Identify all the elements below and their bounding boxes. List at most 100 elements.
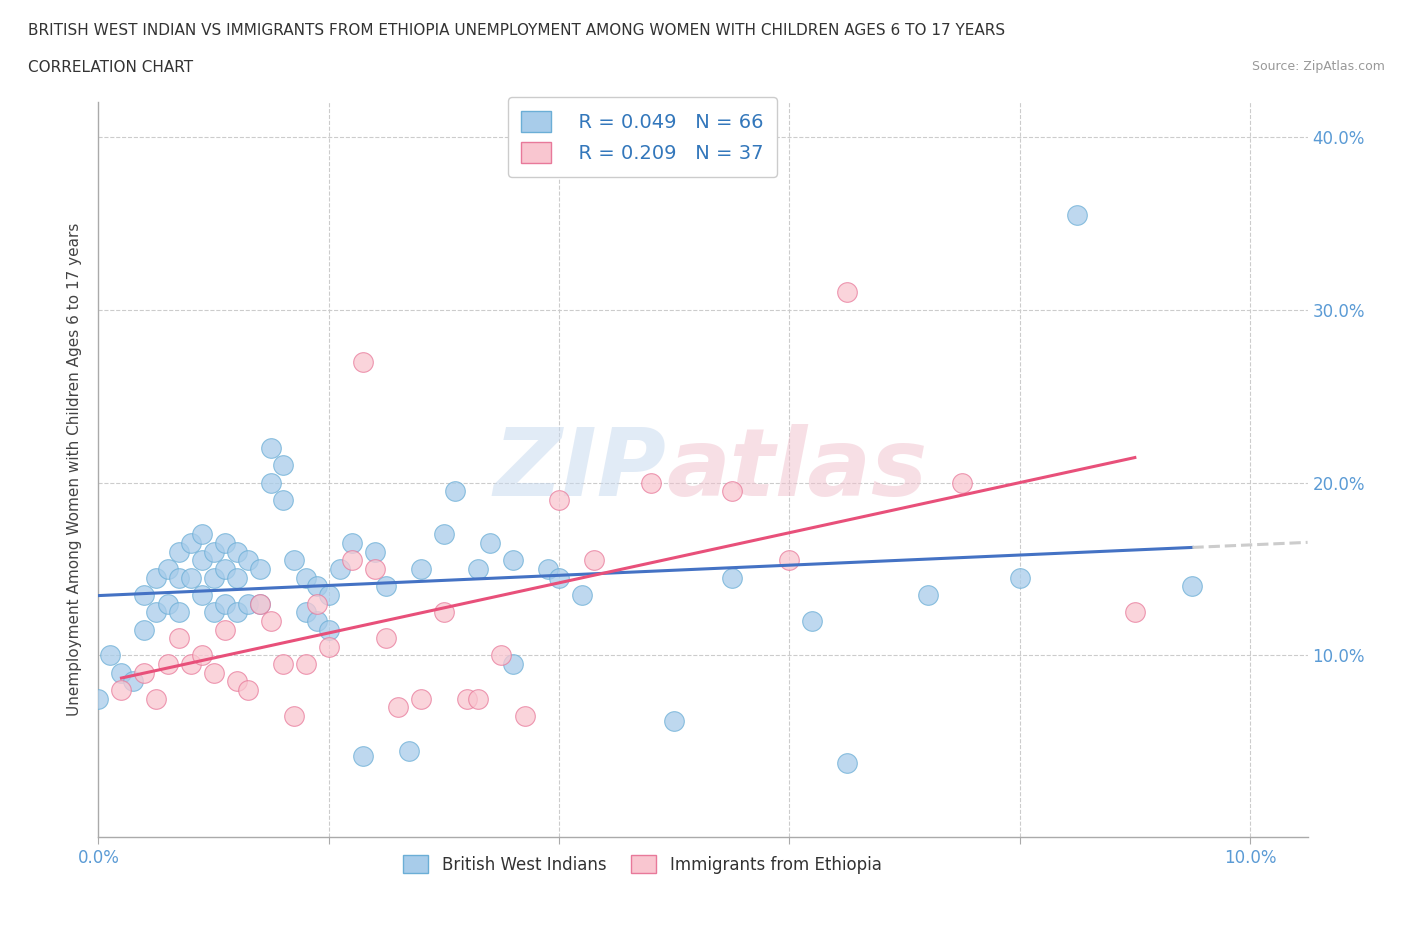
Point <box>778 553 800 568</box>
Point <box>202 570 225 585</box>
Point <box>225 604 247 619</box>
Point <box>260 475 283 490</box>
Point <box>433 604 456 619</box>
Point <box>307 578 329 593</box>
Point <box>835 755 858 770</box>
Point <box>214 536 236 551</box>
Point <box>214 622 236 637</box>
Point <box>352 749 374 764</box>
Point <box>502 657 524 671</box>
Text: ZIP: ZIP <box>494 424 666 515</box>
Point <box>1008 570 1031 585</box>
Point <box>134 665 156 680</box>
Point <box>271 657 294 671</box>
Point <box>307 614 329 629</box>
Point <box>225 674 247 689</box>
Point <box>167 604 190 619</box>
Point <box>329 562 352 577</box>
Text: BRITISH WEST INDIAN VS IMMIGRANTS FROM ETHIOPIA UNEMPLOYMENT AMONG WOMEN WITH CH: BRITISH WEST INDIAN VS IMMIGRANTS FROM E… <box>28 23 1005 38</box>
Point <box>318 622 340 637</box>
Point <box>664 713 686 728</box>
Point <box>375 631 398 645</box>
Point <box>548 493 571 508</box>
Point <box>375 578 398 593</box>
Point <box>318 588 340 603</box>
Point <box>467 691 489 706</box>
Point <box>835 285 858 299</box>
Point <box>352 354 374 369</box>
Point <box>156 596 179 611</box>
Point <box>134 588 156 603</box>
Point <box>180 570 202 585</box>
Point <box>260 614 283 629</box>
Point <box>582 553 605 568</box>
Point <box>110 665 132 680</box>
Point <box>364 544 387 559</box>
Point <box>720 484 742 498</box>
Point <box>640 475 662 490</box>
Point <box>467 562 489 577</box>
Point <box>156 562 179 577</box>
Point <box>409 562 432 577</box>
Point <box>720 570 742 585</box>
Point <box>1066 207 1088 222</box>
Point <box>433 527 456 542</box>
Point <box>444 484 467 498</box>
Point <box>387 700 409 715</box>
Point <box>271 458 294 472</box>
Point <box>122 674 145 689</box>
Point <box>134 622 156 637</box>
Point <box>202 665 225 680</box>
Point <box>180 657 202 671</box>
Legend: British West Indians, Immigrants from Ethiopia: British West Indians, Immigrants from Et… <box>394 845 891 883</box>
Text: atlas: atlas <box>666 424 928 515</box>
Point <box>478 536 501 551</box>
Point <box>167 631 190 645</box>
Point <box>307 596 329 611</box>
Point <box>548 570 571 585</box>
Point <box>236 596 259 611</box>
Point <box>249 596 271 611</box>
Point <box>318 640 340 655</box>
Point <box>571 588 593 603</box>
Point <box>156 657 179 671</box>
Point <box>1123 604 1146 619</box>
Point <box>294 657 316 671</box>
Point <box>145 691 167 706</box>
Point <box>191 527 214 542</box>
Point <box>1181 578 1204 593</box>
Point <box>456 691 478 706</box>
Point <box>225 570 247 585</box>
Point <box>340 536 363 551</box>
Point <box>950 475 973 490</box>
Point <box>167 544 190 559</box>
Point <box>214 596 236 611</box>
Point <box>202 544 225 559</box>
Point <box>202 604 225 619</box>
Point <box>917 588 939 603</box>
Point <box>502 553 524 568</box>
Y-axis label: Unemployment Among Women with Children Ages 6 to 17 years: Unemployment Among Women with Children A… <box>67 223 83 716</box>
Point <box>364 562 387 577</box>
Point <box>513 709 536 724</box>
Point <box>491 648 513 663</box>
Point <box>249 562 271 577</box>
Point <box>225 544 247 559</box>
Text: CORRELATION CHART: CORRELATION CHART <box>28 60 193 75</box>
Point <box>87 691 110 706</box>
Point <box>167 570 190 585</box>
Point <box>340 553 363 568</box>
Text: Source: ZipAtlas.com: Source: ZipAtlas.com <box>1251 60 1385 73</box>
Point <box>271 493 294 508</box>
Point <box>98 648 121 663</box>
Point <box>294 570 316 585</box>
Point <box>409 691 432 706</box>
Point <box>260 441 283 456</box>
Point <box>214 562 236 577</box>
Point <box>294 604 316 619</box>
Point <box>191 588 214 603</box>
Point <box>283 553 305 568</box>
Point <box>236 553 259 568</box>
Point <box>191 648 214 663</box>
Point <box>110 683 132 698</box>
